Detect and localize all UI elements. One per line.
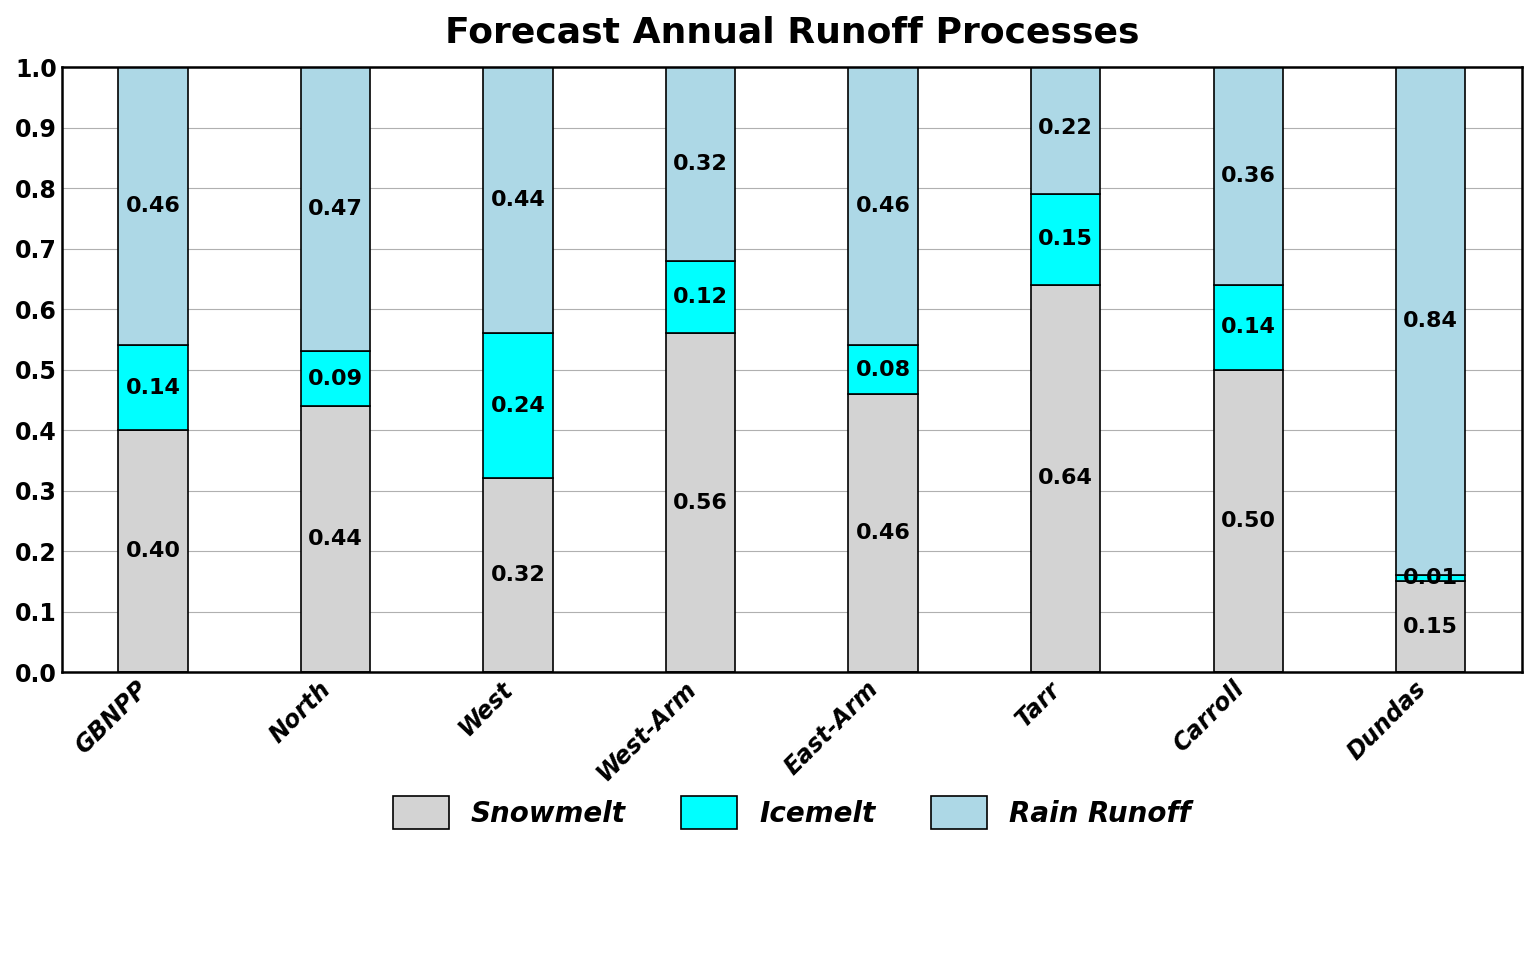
Text: 0.46: 0.46 bbox=[126, 196, 180, 216]
Bar bbox=[1214, 369, 1283, 672]
Text: 0.14: 0.14 bbox=[1220, 318, 1276, 337]
Bar bbox=[118, 345, 188, 430]
Text: 0.84: 0.84 bbox=[1403, 311, 1459, 331]
Bar bbox=[1214, 67, 1283, 285]
Text: 0.44: 0.44 bbox=[490, 191, 546, 210]
Bar bbox=[666, 333, 735, 672]
Bar bbox=[484, 479, 553, 672]
Bar bbox=[1031, 61, 1100, 194]
Bar bbox=[848, 345, 918, 394]
Text: 0.32: 0.32 bbox=[490, 566, 546, 585]
Text: 0.44: 0.44 bbox=[307, 529, 363, 549]
Text: 0.09: 0.09 bbox=[307, 368, 363, 389]
Bar bbox=[118, 430, 188, 672]
Text: 0.12: 0.12 bbox=[673, 287, 729, 307]
Text: 0.14: 0.14 bbox=[126, 378, 180, 398]
Text: 0.08: 0.08 bbox=[856, 360, 911, 379]
Bar bbox=[301, 405, 370, 672]
Text: 0.56: 0.56 bbox=[673, 492, 729, 513]
Legend: Snowmelt, Icemelt, Rain Runoff: Snowmelt, Icemelt, Rain Runoff bbox=[383, 786, 1202, 839]
Bar bbox=[484, 333, 553, 479]
Bar bbox=[1031, 194, 1100, 285]
Text: 0.15: 0.15 bbox=[1037, 230, 1093, 249]
Bar bbox=[666, 261, 735, 333]
Text: 0.24: 0.24 bbox=[490, 396, 546, 416]
Bar bbox=[848, 394, 918, 672]
Text: 0.22: 0.22 bbox=[1039, 117, 1093, 138]
Text: 0.64: 0.64 bbox=[1037, 468, 1093, 488]
Text: 0.46: 0.46 bbox=[856, 196, 910, 216]
Bar bbox=[1396, 575, 1465, 581]
Bar bbox=[1396, 67, 1465, 575]
Text: 0.47: 0.47 bbox=[307, 199, 363, 219]
Text: 0.40: 0.40 bbox=[126, 541, 180, 561]
Bar bbox=[1396, 581, 1465, 672]
Text: 0.32: 0.32 bbox=[673, 153, 729, 174]
Text: 0.01: 0.01 bbox=[1403, 569, 1459, 588]
Text: 0.50: 0.50 bbox=[1220, 511, 1276, 531]
Bar bbox=[301, 352, 370, 405]
Bar bbox=[1031, 285, 1100, 672]
Bar bbox=[118, 67, 188, 345]
Text: 0.15: 0.15 bbox=[1403, 616, 1459, 637]
Text: 0.36: 0.36 bbox=[1220, 166, 1276, 186]
Bar bbox=[301, 67, 370, 352]
Bar bbox=[484, 67, 553, 333]
Bar bbox=[848, 67, 918, 345]
Title: Forecast Annual Runoff Processes: Forecast Annual Runoff Processes bbox=[444, 15, 1139, 49]
Bar bbox=[1214, 285, 1283, 369]
Bar bbox=[666, 67, 735, 261]
Text: 0.46: 0.46 bbox=[856, 523, 910, 543]
